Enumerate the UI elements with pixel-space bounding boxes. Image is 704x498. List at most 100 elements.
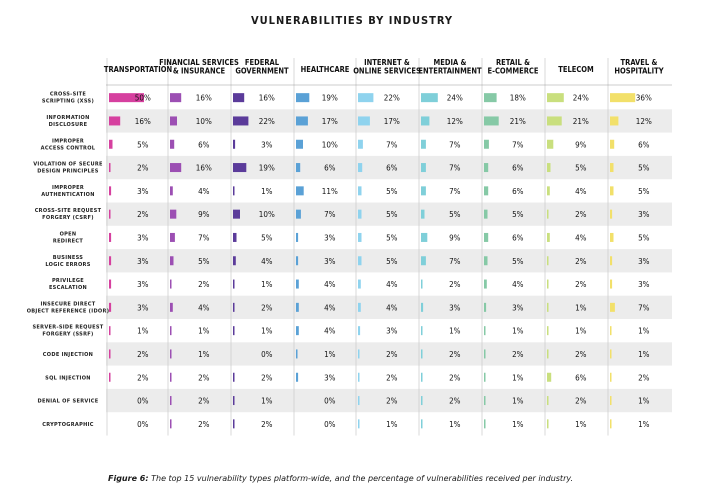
value-label: 2%: [137, 373, 149, 382]
column-header: HOSPITALITY: [614, 67, 663, 76]
value-label: 7%: [638, 303, 650, 312]
value-bar: [358, 116, 370, 126]
value-label: 3%: [137, 303, 149, 312]
value-bar: [547, 232, 550, 242]
value-label: 22%: [384, 94, 400, 103]
value-bar: [170, 256, 174, 266]
value-label: 2%: [386, 373, 398, 382]
value-label: 11%: [322, 187, 338, 196]
value-label: 9%: [198, 210, 210, 219]
value-label: 1%: [575, 303, 587, 312]
value-bar: [233, 279, 235, 289]
value-bar: [610, 302, 615, 312]
value-bar: [296, 186, 304, 196]
row-label: CODE INJECTION: [43, 352, 93, 358]
figure-caption: Figure 6: The top 15 vulnerability types…: [108, 474, 573, 483]
column-header: TRAVEL &: [621, 58, 658, 67]
value-label: 7%: [198, 233, 210, 242]
value-label: 7%: [449, 257, 461, 266]
value-label: 7%: [386, 140, 398, 149]
value-label: 19%: [322, 94, 338, 103]
value-bar: [421, 372, 423, 382]
value-bar: [421, 256, 426, 266]
value-label: 1%: [638, 327, 650, 336]
value-label: 1%: [261, 397, 273, 406]
value-bar: [358, 279, 361, 289]
value-bar: [296, 139, 303, 149]
value-bar: [109, 372, 111, 382]
value-label: 2%: [575, 350, 587, 359]
value-bar: [484, 279, 487, 289]
value-label: 1%: [638, 420, 650, 429]
value-label: 5%: [638, 187, 650, 196]
value-label: 36%: [636, 94, 652, 103]
value-label: 4%: [575, 187, 587, 196]
value-bar: [484, 186, 489, 196]
value-bar: [610, 139, 615, 149]
value-label: 2%: [198, 373, 210, 382]
value-label: 3%: [137, 257, 149, 266]
value-bar: [170, 419, 172, 429]
chart-title: VULNERABILITIES BY INDUSTRY: [250, 14, 454, 27]
value-label: 3%: [449, 303, 461, 312]
value-bar: [109, 209, 111, 219]
value-bar: [610, 209, 613, 219]
value-bar: [421, 139, 426, 149]
value-label: 2%: [512, 350, 524, 359]
row-stripe: [106, 109, 672, 133]
value-bar: [547, 256, 549, 266]
value-label: 16%: [259, 94, 275, 103]
value-bar: [358, 326, 361, 336]
value-label: 4%: [512, 280, 524, 289]
row-label: ACCESS CONTROL: [41, 145, 96, 151]
value-bar: [170, 232, 175, 242]
row-label: OPEN: [60, 231, 77, 237]
value-bar: [170, 279, 172, 289]
value-bar: [547, 186, 550, 196]
row-label: VIOLATION OF SECURE: [33, 162, 103, 168]
value-bar: [421, 326, 423, 336]
value-bar: [484, 209, 488, 219]
value-bar: [109, 302, 112, 312]
value-label: 5%: [512, 210, 524, 219]
value-label: 7%: [512, 140, 524, 149]
value-label: 4%: [324, 280, 336, 289]
row-stripe: [106, 342, 672, 366]
value-label: 16%: [135, 117, 151, 126]
value-bar: [484, 232, 489, 242]
value-label: 3%: [386, 327, 398, 336]
column-header: HEALTHCARE: [301, 65, 350, 74]
value-label: 2%: [261, 373, 273, 382]
value-label: 2%: [198, 420, 210, 429]
value-label: 5%: [449, 210, 461, 219]
value-label: 50%: [135, 94, 151, 103]
figure-number: Figure 6:: [108, 474, 149, 483]
row-label: DISCLOSURE: [49, 122, 88, 128]
value-bar: [484, 93, 497, 103]
value-bar: [109, 279, 112, 289]
value-label: 1%: [198, 350, 210, 359]
value-bar: [109, 256, 112, 266]
value-bar: [109, 186, 112, 196]
value-label: 1%: [575, 420, 587, 429]
value-bar: [610, 279, 613, 289]
value-bar: [547, 93, 564, 103]
value-label: 3%: [137, 233, 149, 242]
value-bar: [610, 256, 613, 266]
value-label: 18%: [510, 94, 526, 103]
row-label: CROSS-SITE: [50, 92, 87, 98]
column-header: FINANCIAL SERVICES: [159, 58, 239, 67]
value-bar: [233, 186, 235, 196]
value-bar: [170, 396, 172, 406]
row-label: IMPROPER: [52, 185, 84, 191]
value-label: 17%: [322, 117, 338, 126]
value-label: 1%: [386, 420, 398, 429]
row-label: FORGERY (SSRF): [42, 332, 93, 338]
value-label: 7%: [449, 164, 461, 173]
value-bar: [547, 396, 549, 406]
value-label: 24%: [447, 94, 463, 103]
value-bar: [233, 93, 245, 103]
value-label: 10%: [322, 140, 338, 149]
value-bar: [610, 186, 614, 196]
